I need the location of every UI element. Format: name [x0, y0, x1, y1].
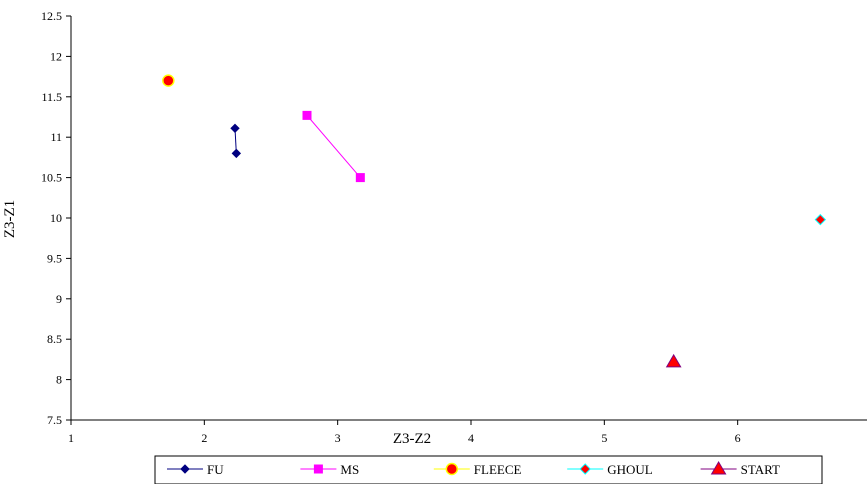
series-ghoul [814, 213, 827, 226]
legend-label: FU [207, 462, 224, 477]
legend-label: FLEECE [474, 462, 522, 477]
legend-label: MS [340, 462, 359, 477]
x-tick-label: 3 [335, 431, 341, 445]
data-point [230, 123, 240, 134]
y-tick-label: 12.5 [41, 9, 62, 23]
y-tick-label: 11.5 [41, 90, 62, 104]
y-tick-label: 11 [50, 130, 62, 144]
y-axis-title: Z3-Z1 [2, 200, 18, 238]
data-point [162, 74, 175, 87]
x-axis-title: Z3-Z2 [393, 431, 431, 447]
y-tick-label: 9.5 [47, 251, 62, 265]
x-tick-label: 2 [201, 431, 207, 445]
y-tick-label: 10.5 [41, 171, 62, 185]
y-tick-label: 10 [50, 211, 62, 225]
data-point [231, 148, 242, 159]
y-tick-label: 12 [50, 49, 62, 63]
legend-item-start: START [700, 461, 780, 477]
legend-label: GHOUL [607, 462, 653, 477]
data-point [445, 462, 459, 476]
data-point [665, 353, 682, 368]
data-point [313, 464, 323, 474]
series-line [306, 115, 361, 178]
x-tick-label: 1 [68, 431, 74, 445]
x-tick-label: 4 [468, 431, 474, 445]
y-tick-label: 8.5 [47, 332, 62, 346]
data-point [710, 461, 727, 475]
legend-item-fleece: FLEECE [433, 462, 522, 477]
data-point [579, 463, 591, 475]
legend-item-fu: FU [167, 462, 224, 477]
legend-item-ms: MS [300, 462, 359, 477]
plot-series [162, 74, 827, 368]
data-point [355, 173, 365, 183]
series-start [665, 353, 682, 368]
data-point [302, 110, 312, 120]
x-tick-label: 6 [735, 431, 741, 445]
data-point [814, 213, 827, 226]
legend: FU MS FLEECE GHOUL START [154, 455, 823, 485]
y-tick-label: 7.5 [47, 413, 62, 427]
y-tick-label: 8 [56, 373, 62, 387]
series-fu [230, 123, 242, 159]
legend-box [154, 455, 823, 485]
legend-label: START [741, 462, 780, 477]
series-fleece [162, 74, 175, 87]
x-tick-label: 5 [601, 431, 607, 445]
y-tick-label: 9 [56, 292, 62, 306]
legend-item-ghoul: GHOUL [567, 462, 653, 477]
data-point [180, 464, 190, 474]
series-ms [302, 110, 365, 183]
